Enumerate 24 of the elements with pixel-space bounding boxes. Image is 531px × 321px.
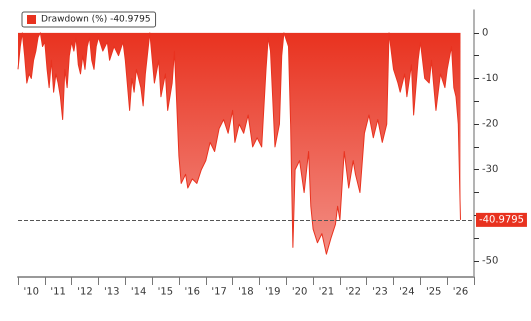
x-tick-label: '14: [130, 286, 146, 298]
x-tick-label: '15: [158, 286, 174, 298]
y-tick-label: -50: [482, 256, 498, 267]
x-tick-label: '13: [104, 286, 120, 298]
x-tick-label: '12: [77, 286, 93, 298]
x-tick-label: '25: [426, 286, 442, 298]
legend-label: Drawdown (%) -40.9795: [41, 14, 151, 24]
ref-line-label: -40.9795: [479, 214, 524, 226]
y-tick-label: -20: [482, 118, 498, 130]
x-tick-label: '17: [211, 286, 227, 298]
x-tick-label: '22: [345, 286, 361, 298]
y-tick-label: -30: [482, 164, 498, 176]
y-tick-label: 0: [482, 27, 488, 38]
x-tick-label: '26: [452, 286, 468, 298]
x-tick-label: '10: [24, 286, 40, 298]
y-tick-label: -10: [482, 72, 498, 84]
x-tick-label: '20: [292, 286, 308, 298]
x-tick-label: '18: [238, 286, 254, 298]
x-tick-label: '23: [372, 286, 388, 298]
x-tick-label: '19: [264, 286, 280, 298]
x-tick-label: '24: [399, 286, 415, 298]
x-tick-label: '11: [50, 286, 66, 298]
x-tick-label: '21: [318, 286, 334, 298]
x-tick-label: '16: [184, 286, 200, 298]
